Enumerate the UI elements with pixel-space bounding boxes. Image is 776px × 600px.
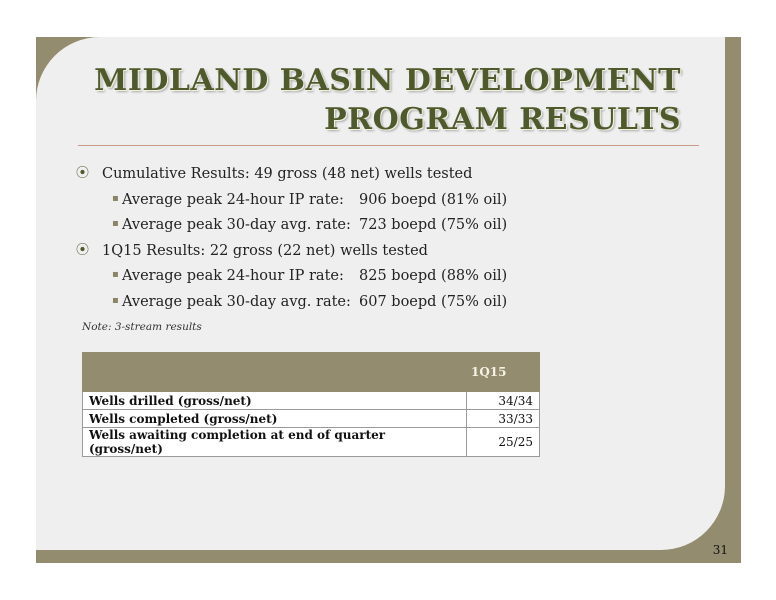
bullet-item: ⦿ 1Q15 Results: 22 gross (22 net) wells … — [76, 240, 676, 266]
sub-bullet-label: Average peak 30-day avg. rate: — [122, 217, 351, 233]
table-row: Wells completed (gross/net) 33/33 — [82, 409, 540, 428]
row-label: Wells completed (gross/net) — [82, 409, 467, 428]
sub-bullet-label: Average peak 30-day avg. rate: — [122, 293, 351, 310]
sub-bullet-value: 825 boepd (88% oil) — [359, 268, 508, 284]
row-value: 34/34 — [466, 391, 540, 410]
bullet-list: ⦿ Cumulative Results: 49 gross (48 net) … — [76, 163, 676, 316]
bullet-text: 1Q15 Results: 22 gross (22 net) wells te… — [102, 242, 428, 259]
bullet-item: ⦿ Cumulative Results: 49 gross (48 net) … — [76, 163, 676, 189]
sub-bullet-value: 607 boepd (75% oil) — [359, 293, 508, 310]
wells-table: 1Q15 Wells drilled (gross/net) 34/34 Wel… — [82, 352, 540, 457]
table-header-blank — [82, 352, 467, 392]
square-bullet-icon: ▪ — [112, 269, 119, 280]
title-line-1: MIDLAND BASIN DEVELOPMENT — [94, 63, 681, 98]
table-row: Wells drilled (gross/net) 34/34 — [82, 391, 540, 410]
sub-bullet-item: ▪ Average peak 30-day avg. rate: 723 boe… — [76, 214, 676, 240]
slide-frame: MIDLAND BASIN DEVELOPMENT PROGRAM RESULT… — [36, 37, 741, 563]
square-bullet-icon: ▪ — [112, 218, 119, 229]
bullet-text: Cumulative Results: 49 gross (48 net) we… — [102, 166, 473, 182]
sub-bullet-label: Average peak 24-hour IP rate: — [122, 268, 344, 284]
sub-bullet-item: ▪ Average peak 24-hour IP rate: 825 boep… — [76, 265, 676, 291]
table-row: Wells awaiting completion at end of quar… — [82, 427, 540, 457]
slide-panel: MIDLAND BASIN DEVELOPMENT PROGRAM RESULT… — [36, 37, 725, 550]
circle-bullet-icon: ⦿ — [76, 166, 90, 181]
square-bullet-icon: ▪ — [112, 294, 119, 306]
row-value: 25/25 — [466, 427, 540, 457]
slide-title: MIDLAND BASIN DEVELOPMENT PROGRAM RESULT… — [81, 61, 681, 139]
page-number: 31 — [712, 543, 728, 557]
row-label: Wells awaiting completion at end of quar… — [82, 427, 467, 457]
square-bullet-icon: ▪ — [112, 192, 119, 204]
sub-bullet-item: ▪ Average peak 24-hour IP rate: 906 boep… — [76, 189, 676, 215]
table-header-row: 1Q15 — [82, 352, 540, 392]
sub-bullet-item: ▪ Average peak 30-day avg. rate: 607 boe… — [76, 291, 676, 317]
title-line-2: PROGRAM RESULTS — [324, 102, 681, 137]
sub-bullet-value: 723 boepd (75% oil) — [359, 217, 508, 233]
table-header-1q15: 1Q15 — [466, 352, 540, 392]
footnote: Note: 3-stream results — [82, 321, 202, 333]
row-label: Wells drilled (gross/net) — [82, 391, 467, 410]
sub-bullet-label: Average peak 24-hour IP rate: — [122, 191, 344, 208]
row-value: 33/33 — [466, 409, 540, 428]
title-divider — [78, 145, 699, 146]
circle-bullet-icon: ⦿ — [76, 242, 90, 258]
sub-bullet-value: 906 boepd (81% oil) — [359, 191, 508, 208]
